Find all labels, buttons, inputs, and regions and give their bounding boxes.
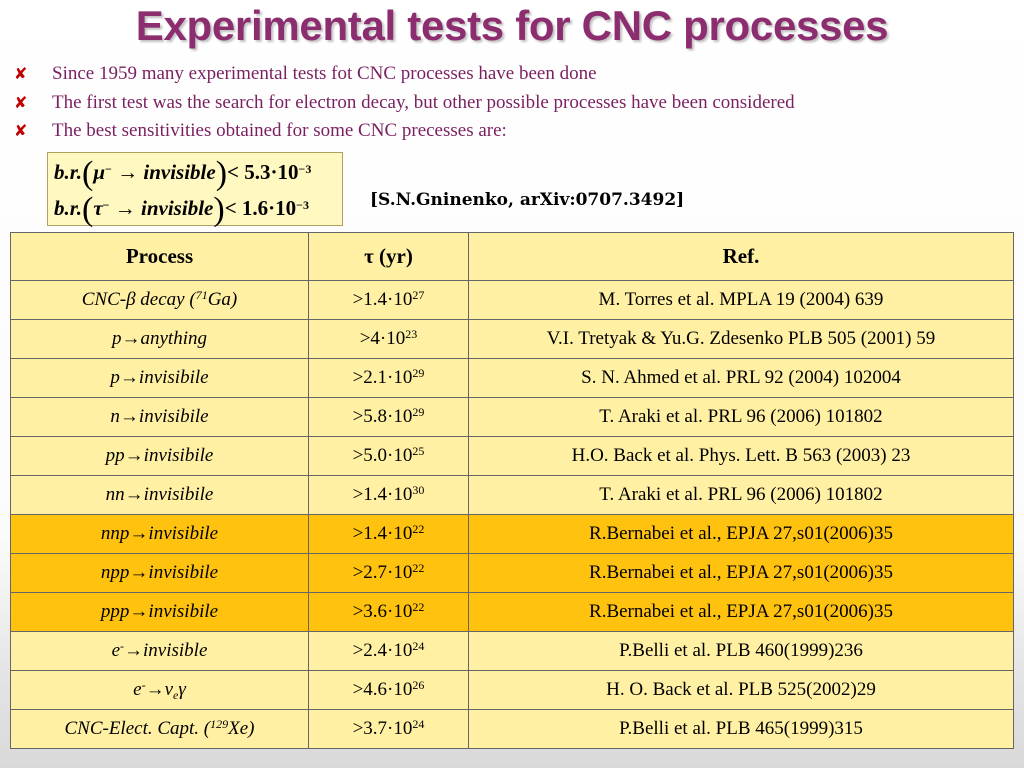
process-cell: p→invisibile	[10, 358, 309, 398]
process-cell: e-→νeγ	[10, 670, 309, 710]
tau-cell: >5.8·1029	[308, 397, 469, 437]
bullet-text: Since 1959 many experimental tests fot C…	[52, 63, 597, 84]
table-row: p→invisibile >2.1·1029 S. N. Ahmed et al…	[10, 358, 1014, 398]
cross-bullet-icon: ✘	[14, 92, 28, 112]
tau-cell: >1.4·1027	[308, 280, 469, 320]
table-row: nnp→invisibile >1.4·1022 R.Bernabei et a…	[10, 514, 1014, 554]
ref-cell: T. Araki et al. PRL 96 (2006) 101802	[468, 475, 1014, 515]
process-cell: nnp→invisibile	[10, 514, 309, 554]
ref-cell: S. N. Ahmed et al. PRL 92 (2004) 102004	[468, 358, 1014, 398]
header-tau: τ (yr)	[308, 232, 469, 281]
table-row: e-→invisible >2.4·1024 P.Belli et al. PL…	[10, 631, 1014, 671]
bullet-text: The best sensitivities obtained for some…	[52, 120, 507, 141]
process-cell: nn→invisibile	[10, 475, 309, 515]
table-row: e-→νeγ >4.6·1026 H. O. Back et al. PLB 5…	[10, 670, 1014, 710]
process-cell: pp→invisibile	[10, 436, 309, 476]
bullet-item: ✘ Since 1959 many experimental tests fot …	[14, 60, 795, 89]
cnc-results-table: Process τ (yr) Ref. CNC-β decay (71Ga) >…	[10, 232, 1014, 749]
process-cell: CNC-β decay (71Ga)	[10, 280, 309, 320]
tau-cell: >2.1·1029	[308, 358, 469, 398]
tau-cell: >4·1023	[308, 319, 469, 359]
ref-cell: R.Bernabei et al., EPJA 27,s01(2006)35	[468, 553, 1014, 593]
process-cell: e-→invisible	[10, 631, 309, 671]
header-process: Process	[10, 232, 309, 281]
header-ref: Ref.	[468, 232, 1014, 281]
slide-title: Experimental tests for CNC processes	[135, 2, 889, 49]
table-row: n→invisibile >5.8·1029 T. Araki et al. P…	[10, 397, 1014, 437]
bullet-item: ✘ The best sensitivities obtained for som…	[14, 117, 795, 146]
citation: [S.N.Gninenko, arXiv:0707.3492]	[370, 190, 685, 210]
cross-bullet-icon: ✘	[14, 64, 28, 83]
table-row: CNC-Elect. Capt. (129Xe) >3.7·1024 P.Bel…	[10, 709, 1014, 749]
tau-cell: >3.7·1024	[308, 709, 469, 749]
branching-ratio-formula-box: b.r.(μ− → invisible)< 5.3·10−3 b.r.(τ− →…	[47, 152, 343, 228]
formula-line-muon: b.r.(μ− → invisible)< 5.3·10−3	[54, 155, 312, 192]
ref-cell: P.Belli et al. PLB 460(1999)236	[468, 631, 1014, 671]
bullet-item: ✘ The first test was the search for elect…	[14, 89, 795, 118]
formula-line-tau: b.r.(τ− → invisible)< 1.6·10−3	[54, 191, 310, 228]
process-cell: n→invisibile	[10, 397, 309, 437]
ref-cell: R.Bernabei et al., EPJA 27,s01(2006)35	[468, 514, 1014, 554]
process-cell: npp→invisibile	[10, 553, 309, 593]
tau-cell: >2.4·1024	[308, 631, 469, 671]
table-row: nn→invisibile >1.4·1030 T. Araki et al. …	[10, 475, 1014, 515]
tau-cell: >5.0·1025	[308, 436, 469, 476]
process-cell: ppp→invisibile	[10, 592, 309, 632]
process-cell: CNC-Elect. Capt. (129Xe)	[10, 709, 309, 749]
tau-cell: >4.6·1026	[308, 670, 469, 710]
cross-bullet-icon: ✘	[14, 121, 28, 140]
ref-cell: R.Bernabei et al., EPJA 27,s01(2006)35	[468, 592, 1014, 632]
ref-cell: V.I. Tretyak & Yu.G. Zdesenko PLB 505 (2…	[468, 319, 1014, 359]
bullet-text: The first test was the search for electr…	[52, 91, 795, 113]
table-row: pp→invisibile >5.0·1025 H.O. Back et al.…	[10, 436, 1014, 476]
ref-cell: M. Torres et al. MPLA 19 (2004) 639	[468, 280, 1014, 320]
process-cell: p→anything	[10, 319, 309, 359]
table-row: ppp→invisibile >3.6·1022 R.Bernabei et a…	[10, 592, 1014, 632]
table-row: p→anything >4·1023 V.I. Tretyak & Yu.G. …	[10, 319, 1014, 359]
table-row: npp→invisibile >2.7·1022 R.Bernabei et a…	[10, 553, 1014, 593]
table-row: CNC-β decay (71Ga) >1.4·1027 M. Torres e…	[10, 280, 1014, 320]
ref-cell: H. O. Back et al. PLB 525(2002)29	[468, 670, 1014, 710]
ref-cell: H.O. Back et al. Phys. Lett. B 563 (2003…	[468, 436, 1014, 476]
tau-cell: >2.7·1022	[308, 553, 469, 593]
bullet-list: ✘ Since 1959 many experimental tests fot …	[14, 60, 795, 146]
ref-cell: T. Araki et al. PRL 96 (2006) 101802	[468, 397, 1014, 437]
ref-cell: P.Belli et al. PLB 465(1999)315	[468, 709, 1014, 749]
tau-cell: >1.4·1030	[308, 475, 469, 515]
tau-cell: >1.4·1022	[308, 514, 469, 554]
table-header-row: Process τ (yr) Ref.	[10, 232, 1014, 281]
tau-cell: >3.6·1022	[308, 592, 469, 632]
